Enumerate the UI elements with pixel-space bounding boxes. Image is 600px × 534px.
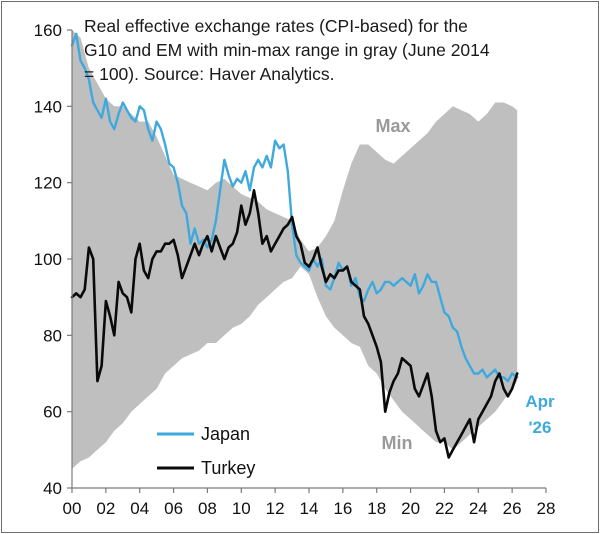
x-tick-label: 12: [266, 499, 285, 518]
x-tick-label: 02: [96, 499, 115, 518]
x-tick-label: 26: [503, 499, 522, 518]
band-max-label: Max: [375, 116, 410, 136]
chart-title-line: Real effective exchange rates (CPI-based…: [84, 16, 468, 36]
y-tick-label: 120: [34, 174, 62, 193]
series-layer: [70, 32, 519, 459]
y-tick-label: 140: [34, 97, 62, 116]
chart-title-line: G10 and EM with min-max range in gray (J…: [84, 40, 490, 60]
x-tick-label: 08: [198, 499, 217, 518]
x-tick-label: 18: [367, 499, 386, 518]
x-tick-label: 04: [130, 499, 149, 518]
chart-title-line: = 100). Source: Haver Analytics.: [84, 64, 334, 84]
x-tick-label: 24: [469, 499, 488, 518]
series-line-japan: [70, 32, 519, 383]
end-date-label: '26: [529, 418, 552, 437]
x-tick-label: 20: [401, 499, 420, 518]
band-min-label: Min: [382, 433, 413, 453]
y-tick-label: 80: [43, 326, 62, 345]
x-tick-label: 16: [333, 499, 352, 518]
y-tick-label: 40: [43, 479, 62, 498]
x-tick-label: 00: [63, 499, 82, 518]
legend-label-japan: Japan: [201, 424, 250, 444]
x-tick-label: 06: [164, 499, 183, 518]
x-tick-label: 22: [435, 499, 454, 518]
end-date-label: Apr: [525, 392, 555, 411]
y-tick-label: 100: [34, 250, 62, 269]
x-tick-label: 14: [300, 499, 319, 518]
axis-layer: [67, 29, 547, 493]
x-tick-label: 10: [232, 499, 251, 518]
y-tick-label: 160: [34, 21, 62, 40]
legend-label-turkey: Turkey: [201, 458, 255, 478]
y-tick-label: 60: [43, 403, 62, 422]
series-line-turkey: [70, 189, 519, 459]
text-layer: 40 60 80 100 120 140 160 00 02 04 06 08 10 12 14 16 18 20…: [34, 16, 556, 518]
x-tick-label: 28: [537, 499, 556, 518]
